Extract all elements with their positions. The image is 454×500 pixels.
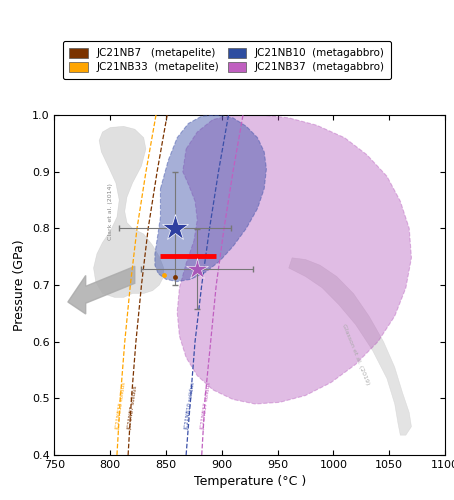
Text: Glasson et al. (2019): Glasson et al. (2019)	[341, 323, 370, 386]
Legend: JC21NB7   (metapelite), JC21NB33  (metapelite), JC21NB10  (metagabbro), JC21NB37: JC21NB7 (metapelite), JC21NB33 (metapeli…	[63, 42, 391, 78]
Text: JC21NB33 solidus: JC21NB33 solidus	[116, 382, 127, 430]
FancyArrow shape	[68, 266, 135, 314]
Text: JC21NB37 solidus: JC21NB37 solidus	[200, 382, 212, 430]
Polygon shape	[94, 126, 164, 298]
Text: JC21NB7 solidus: JC21NB7 solidus	[127, 384, 138, 430]
Text: Clark et al. (2014): Clark et al. (2014)	[108, 183, 113, 240]
Polygon shape	[289, 258, 411, 435]
Polygon shape	[177, 115, 411, 404]
Polygon shape	[155, 115, 266, 282]
X-axis label: Temperature (°C ): Temperature (°C )	[193, 476, 306, 488]
Y-axis label: Pressure (GPa): Pressure (GPa)	[13, 239, 26, 331]
Text: JC21NB10 solidus: JC21NB10 solidus	[185, 382, 197, 430]
